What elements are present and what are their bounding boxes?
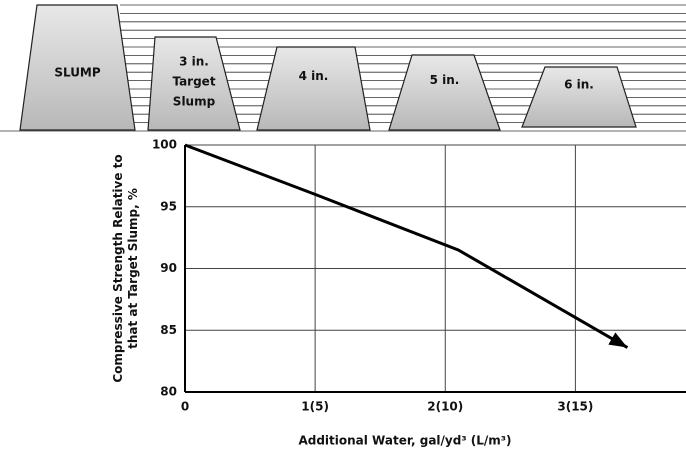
y-tick-label: 80 [160,385,177,399]
slump-cone [257,47,370,130]
x-tick-label: 1(5) [301,400,329,414]
y-axis-title-line: that at Target Slump, % [126,188,140,349]
slump-cones: SLUMP 3 in. Target Slump 4 in. 5 in. 6 in. [20,5,636,130]
x-tick-label: 2(10) [427,400,463,414]
cone-label: Target [172,75,215,89]
chart: SLUMP3 in.TargetSlump4 in.5 in.6 in. 808… [0,0,686,455]
y-axis-title-line: Compressive Strength Relative to [111,154,125,382]
cone-label: 3 in. [179,55,209,69]
cone-label: 4 in. [299,69,329,83]
x-tick-label: 0 [181,400,189,414]
cone-label: Slump [173,95,216,109]
y-tick-label: 95 [160,199,177,213]
plot: 80 85 90 95 100 0 1(5) 2(10) 3(15) Compressive St… [111,138,686,448]
y-axis-title: Compressive Strength Relative tothat at … [111,154,140,382]
slump-cone [522,67,636,127]
y-tick-label: 85 [160,323,177,337]
cone-label: 5 in. [430,73,460,87]
cone-label: 6 in. [564,78,594,92]
cone-label: SLUMP [54,66,101,80]
x-axis-title: Additional Water, gal/yd³ (L/m³) [298,434,511,448]
x-tick-label: 3(15) [557,400,593,414]
y-tick-label: 90 [160,261,177,275]
y-tick-label: 100 [152,138,177,152]
slump-cone [389,55,500,130]
